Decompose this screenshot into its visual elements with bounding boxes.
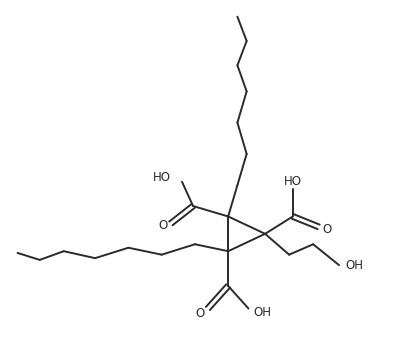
Text: OH: OH — [253, 306, 272, 319]
Text: HO: HO — [284, 174, 302, 187]
Text: HO: HO — [153, 171, 171, 184]
Text: O: O — [195, 307, 204, 320]
Text: O: O — [158, 219, 167, 232]
Text: O: O — [322, 223, 331, 236]
Text: OH: OH — [346, 259, 363, 271]
